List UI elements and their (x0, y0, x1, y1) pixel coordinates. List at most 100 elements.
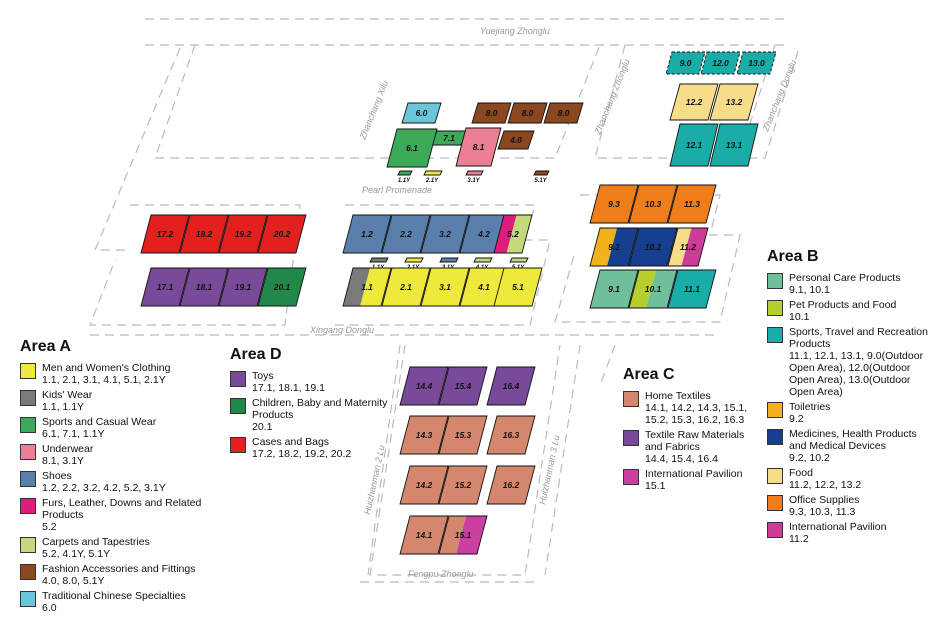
hall-6-1[interactable]: 6.1 (386, 128, 438, 168)
hall-13-0[interactable]: 13.0 (736, 51, 777, 75)
hall-10-2[interactable]: 10.2 (628, 227, 678, 267)
hall-2-1[interactable]: 2.1 (381, 267, 431, 307)
hall-10-3[interactable]: 10.3 (628, 184, 678, 224)
hall-14-2[interactable]: 14.2 (399, 465, 449, 505)
street-huizhanman-3: Huizhanman 3 Lu (537, 434, 561, 505)
hall-2-1Y[interactable]: 2.1Y (423, 170, 443, 184)
legend-item-name: Shoes (42, 470, 72, 482)
hall-8-1[interactable]: 8.1 (455, 127, 502, 167)
hall-14-3[interactable]: 14.3 (399, 415, 449, 455)
hall-shape-part (668, 228, 692, 266)
hall-5-1Y[interactable]: 5.1Y (533, 170, 550, 184)
legend-area-b: Area B Personal Care Products 9.1, 10.1 Pe… (767, 248, 932, 548)
hall-17-2[interactable]: 17.2 (140, 214, 190, 254)
hall-5-1[interactable]: 5.1 (493, 267, 543, 307)
legend-swatch (623, 469, 639, 485)
legend-item: Toiletries 9.2 (767, 401, 932, 425)
hall-shape (420, 214, 470, 254)
hall-9-3[interactable]: 9.3 (589, 184, 639, 224)
hall-3-1Y[interactable]: 3.1Y (465, 170, 484, 184)
legend-item: Sports and Casual Wear 6.1, 7.1, 1.1Y (20, 416, 220, 440)
legend-item-name: Sports and Casual Wear (42, 416, 157, 428)
hall-12-1[interactable]: 12.1 (669, 123, 719, 167)
hall-4-0[interactable]: 4.0 (497, 130, 535, 150)
hall-13-1[interactable]: 13.1 (709, 123, 759, 167)
legend-item-halls: 11.2 (789, 533, 809, 545)
legend-item-name: Pet Products and Food (789, 299, 897, 311)
street-fengpu-zhonglu: Fengpu Zhonglu (408, 569, 474, 579)
hall-14-4[interactable]: 14.4 (399, 366, 449, 406)
hall-15-3[interactable]: 15.3 (438, 415, 488, 455)
hall-13-2[interactable]: 13.2 (709, 83, 759, 121)
hall-shape (709, 83, 759, 121)
legend-item: Sports, Travel and Recreation Products 11… (767, 326, 932, 398)
legend-item-name: Sports, Travel and Recreation Products (789, 326, 928, 350)
legend-swatch (230, 398, 246, 414)
hall-shape (486, 465, 536, 505)
hall-20-1[interactable]: 20.1 (257, 267, 307, 307)
legend-item-name: Medicines, Health Products and Medical D… (789, 428, 917, 452)
legend-item-halls: 1.1, 1.1Y (42, 401, 85, 413)
hall-11-2[interactable]: 11.2 (667, 227, 709, 267)
hall-19-1[interactable]: 19.1 (218, 267, 268, 307)
street-xingang-donglu: Xingang Donglu (309, 325, 374, 335)
hall-8-0[interactable]: 8.0 (543, 102, 584, 124)
hall-3-1[interactable]: 3.1 (420, 267, 470, 307)
legend-area-d: Area D Toys 17.1, 18.1, 19.1 Children, Bab… (230, 346, 395, 463)
hall-shape (257, 214, 307, 254)
hall-1-1[interactable]: 1.1 (342, 267, 392, 307)
hall-shape (628, 184, 678, 224)
hall-9-1[interactable]: 9.1 (589, 269, 639, 309)
hall-8-0[interactable]: 8.0 (507, 102, 548, 124)
hall-15-1[interactable]: 15.1 (438, 515, 488, 555)
hall-12-0[interactable]: 12.0 (700, 51, 741, 75)
hall-12-2[interactable]: 12.2 (669, 83, 719, 121)
hall-8-0[interactable]: 8.0 (471, 102, 512, 124)
legend-item-halls: 15.1 (645, 480, 666, 492)
hall-16-4[interactable]: 16.4 (486, 366, 536, 406)
hall-6-0[interactable]: 6.0 (401, 102, 442, 124)
hall-shape (386, 128, 438, 168)
hall-16-3[interactable]: 16.3 (486, 415, 536, 455)
hall-shape (399, 515, 449, 555)
hall-2-2[interactable]: 2.2 (381, 214, 431, 254)
hall-15-2[interactable]: 15.2 (438, 465, 488, 505)
hall-7-1[interactable]: 7.1 (430, 130, 468, 146)
legend-swatch (20, 498, 36, 514)
hall-shape (439, 257, 459, 263)
hall-shape (486, 366, 536, 406)
legend-item-name: Furs, Leather, Downs and Related Product… (42, 497, 202, 521)
hall-shape (486, 415, 536, 455)
hall-shape (342, 267, 392, 307)
hall-16-2[interactable]: 16.2 (486, 465, 536, 505)
hall-11-3[interactable]: 11.3 (667, 184, 717, 224)
legend-item-halls: 6.0 (42, 602, 57, 614)
legend-item-name: International Pavilion (645, 468, 743, 480)
hall-label: 11.2 (680, 242, 696, 252)
hall-18-1[interactable]: 18.1 (179, 267, 229, 307)
legend-item-name: International Pavilion (789, 521, 887, 533)
legend-item-name: Toiletries (789, 401, 831, 413)
hall-shape (399, 465, 449, 505)
hall-20-2[interactable]: 20.2 (257, 214, 307, 254)
street-zhanchang-zhonglu: Zhanchang Zhonglu (592, 58, 632, 137)
hall-10-1[interactable]: 10.1 (628, 269, 678, 309)
hall-label: 18.1 (196, 282, 213, 292)
hall-9-0[interactable]: 9.0 (665, 51, 706, 75)
legend-item-halls: 1.1, 2.1, 3.1, 4.1, 5.1, 2.1Y (42, 374, 166, 386)
hall-5-2[interactable]: 5.2 (493, 214, 533, 254)
hall-18-2[interactable]: 18.2 (179, 214, 229, 254)
hall-label: 4.2 (477, 229, 490, 239)
hall-9-2[interactable]: 9.2 (589, 227, 639, 267)
hall-14-1[interactable]: 14.1 (399, 515, 449, 555)
hall-19-2[interactable]: 19.2 (218, 214, 268, 254)
hall-1-1Y[interactable]: 1.1Y (397, 170, 413, 184)
hall-11-1[interactable]: 11.1 (667, 269, 717, 309)
legend-item-name: Personal Care Products (789, 272, 901, 284)
hall-1-2[interactable]: 1.2 (342, 214, 392, 254)
legend-swatch (20, 417, 36, 433)
legend-title: Area A (20, 338, 71, 355)
hall-17-1[interactable]: 17.1 (140, 267, 190, 307)
hall-3-2[interactable]: 3.2 (420, 214, 470, 254)
hall-15-4[interactable]: 15.4 (438, 366, 488, 406)
